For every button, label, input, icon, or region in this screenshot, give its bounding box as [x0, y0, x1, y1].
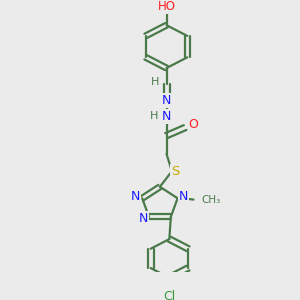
Text: N: N: [162, 110, 171, 123]
Text: CH₃: CH₃: [202, 195, 221, 205]
Text: N: N: [162, 94, 171, 107]
Text: HO: HO: [158, 0, 175, 14]
Text: H: H: [150, 111, 159, 121]
Text: N: N: [131, 190, 140, 203]
Text: N: N: [138, 212, 148, 225]
Text: N: N: [179, 190, 188, 202]
Text: O: O: [189, 118, 198, 131]
Text: H: H: [151, 77, 159, 87]
Text: S: S: [171, 165, 179, 178]
Text: Cl: Cl: [163, 290, 176, 300]
